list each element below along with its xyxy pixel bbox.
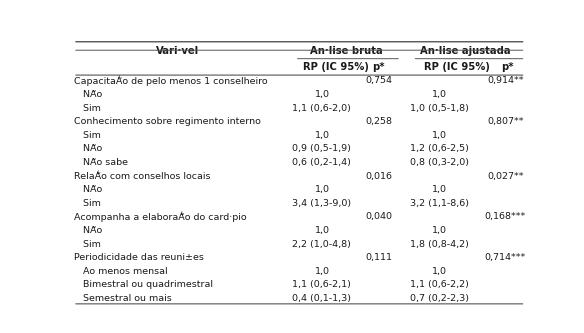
Text: Sim: Sim <box>74 239 101 248</box>
Text: 1,0: 1,0 <box>314 131 329 140</box>
Text: 1,1 (0,6-2,0): 1,1 (0,6-2,0) <box>293 104 352 113</box>
Text: 1,0: 1,0 <box>314 90 329 99</box>
Text: 1,1 (0,6-2,2): 1,1 (0,6-2,2) <box>410 280 469 289</box>
Text: 0,9 (0,5-1,9): 0,9 (0,5-1,9) <box>293 145 352 154</box>
Text: 0,807**: 0,807** <box>487 117 523 126</box>
Text: Acompanha a elaboraÁ̃o do card·pio: Acompanha a elaboraÁ̃o do card·pio <box>74 212 246 222</box>
Text: 0,111: 0,111 <box>365 253 392 262</box>
Text: RP (IC 95%): RP (IC 95%) <box>423 62 489 72</box>
Text: 1,8 (0,8-4,2): 1,8 (0,8-4,2) <box>410 239 469 248</box>
Text: 1,0: 1,0 <box>432 90 447 99</box>
Text: 1,0: 1,0 <box>432 267 447 276</box>
Text: 0,027**: 0,027** <box>487 171 523 180</box>
Text: 3,2 (1,1-8,6): 3,2 (1,1-8,6) <box>410 199 469 208</box>
Text: 1,0: 1,0 <box>432 185 447 194</box>
Text: 0,7 (0,2-2,3): 0,7 (0,2-2,3) <box>410 294 469 303</box>
Text: NÃo: NÃo <box>74 185 102 194</box>
Text: 0,168***: 0,168*** <box>485 212 526 221</box>
Text: Periodicidade das reuni±es: Periodicidade das reuni±es <box>74 253 204 262</box>
Text: CapacitaÁ̃o de pelo menos 1 conselheiro: CapacitaÁ̃o de pelo menos 1 conselheiro <box>74 76 267 86</box>
Text: Ao menos mensal: Ao menos mensal <box>74 267 168 276</box>
Text: Sim: Sim <box>74 131 101 140</box>
Text: 0,8 (0,3-2,0): 0,8 (0,3-2,0) <box>410 158 469 167</box>
Text: p*: p* <box>372 62 385 72</box>
Text: Sim: Sim <box>74 199 101 208</box>
Text: 1,0: 1,0 <box>314 267 329 276</box>
Text: Sim: Sim <box>74 104 101 113</box>
Text: 1,0: 1,0 <box>432 131 447 140</box>
Text: NÃo: NÃo <box>74 90 102 99</box>
Text: 3,4 (1,3-9,0): 3,4 (1,3-9,0) <box>293 199 352 208</box>
Text: 1,1 (0,6-2,1): 1,1 (0,6-2,1) <box>293 280 352 289</box>
Text: RelaÁ̃o com conselhos locais: RelaÁ̃o com conselhos locais <box>74 171 210 180</box>
Text: An·lise bruta: An·lise bruta <box>311 47 383 57</box>
Text: Conhecimento sobre regimento interno: Conhecimento sobre regimento interno <box>74 117 261 126</box>
Text: RP (IC 95%): RP (IC 95%) <box>303 62 369 72</box>
Text: Vari·vel: Vari·vel <box>155 47 199 57</box>
Text: 1,0: 1,0 <box>432 226 447 235</box>
Text: 0,016: 0,016 <box>365 171 392 180</box>
Text: NÃo sabe: NÃo sabe <box>74 158 128 167</box>
Text: An·lise ajustada: An·lise ajustada <box>420 47 511 57</box>
Text: Bimestral ou quadrimestral: Bimestral ou quadrimestral <box>74 280 213 289</box>
Text: NÃo: NÃo <box>74 145 102 154</box>
Text: p*: p* <box>501 62 514 72</box>
Text: 0,6 (0,2-1,4): 0,6 (0,2-1,4) <box>293 158 352 167</box>
Text: 1,0 (0,5-1,8): 1,0 (0,5-1,8) <box>410 104 469 113</box>
Text: 1,0: 1,0 <box>314 185 329 194</box>
Text: 0,914**: 0,914** <box>487 77 523 86</box>
Text: 0,754: 0,754 <box>365 77 392 86</box>
Text: Semestral ou mais: Semestral ou mais <box>74 294 172 303</box>
Text: 0,040: 0,040 <box>365 212 392 221</box>
Text: 1,0: 1,0 <box>314 226 329 235</box>
Text: NÃo: NÃo <box>74 226 102 235</box>
Text: 1,2 (0,6-2,5): 1,2 (0,6-2,5) <box>410 145 469 154</box>
Text: 2,2 (1,0-4,8): 2,2 (1,0-4,8) <box>293 239 352 248</box>
Text: 0,714***: 0,714*** <box>485 253 526 262</box>
Text: 0,4 (0,1-1,3): 0,4 (0,1-1,3) <box>293 294 352 303</box>
Text: 0,258: 0,258 <box>365 117 392 126</box>
